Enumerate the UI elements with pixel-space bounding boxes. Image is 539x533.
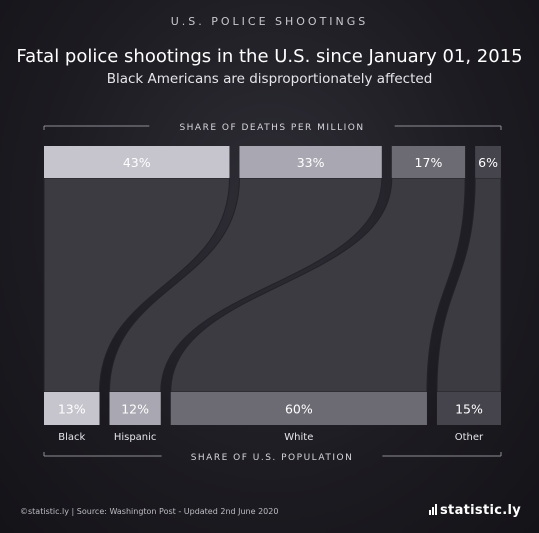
population-bar-other bbox=[436, 392, 501, 425]
population-value-label-white: 60% bbox=[285, 402, 313, 417]
chart-title: Fatal police shootings in the U.S. since… bbox=[16, 46, 523, 67]
category-label-hispanic: Hispanic bbox=[114, 432, 157, 443]
category-label-other: Other bbox=[455, 432, 484, 443]
deaths-value-label-black: 43% bbox=[123, 155, 151, 170]
deaths-bar-white bbox=[391, 146, 466, 178]
deaths-bar-black bbox=[44, 146, 230, 178]
chart-subtitle: Black Americans are disproportionately a… bbox=[106, 71, 433, 87]
top-axis-label: SHARE OF DEATHS PER MILLION bbox=[179, 123, 364, 133]
deaths-value-label-hispanic: 33% bbox=[297, 155, 325, 170]
flow-band-hispanic bbox=[109, 177, 383, 393]
deaths-bar-other bbox=[475, 146, 501, 178]
population-bar-hispanic bbox=[109, 392, 161, 425]
footer-source: ©statistic.ly | Source: Washington Post … bbox=[20, 507, 279, 516]
population-value-label-other: 15% bbox=[455, 402, 483, 417]
deaths-value-label-white: 17% bbox=[415, 155, 443, 170]
brand-logo: statistic.ly bbox=[429, 503, 521, 519]
deaths-value-label-other: 6% bbox=[478, 155, 498, 170]
population-bar-black bbox=[44, 392, 100, 425]
population-value-label-black: 13% bbox=[58, 402, 86, 417]
flow-band-white bbox=[170, 177, 466, 393]
bars-icon bbox=[429, 504, 438, 519]
bottom-axis-label: SHARE OF U.S. POPULATION bbox=[191, 453, 354, 463]
flow-band-black bbox=[43, 177, 230, 393]
category-label-white: White bbox=[284, 432, 313, 443]
population-value-label-hispanic: 12% bbox=[121, 402, 149, 417]
population-bar-white bbox=[170, 392, 427, 425]
deaths-bar-hispanic bbox=[239, 146, 382, 178]
category-label-black: Black bbox=[58, 432, 85, 443]
kicker: U.S. POLICE SHOOTINGS bbox=[170, 15, 369, 28]
brand-name: statistic.ly bbox=[440, 503, 521, 518]
